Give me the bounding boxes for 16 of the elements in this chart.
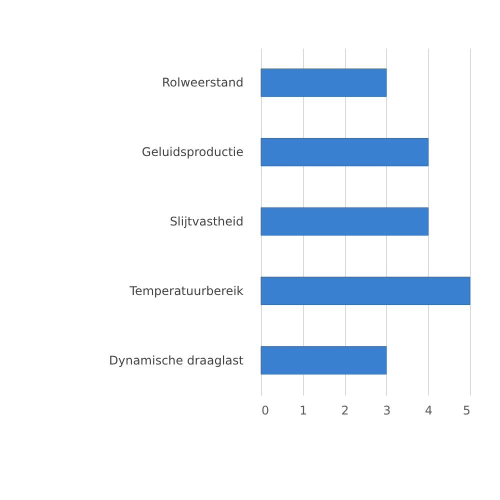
bar bbox=[260, 276, 470, 306]
x-tick-label: 2 bbox=[341, 404, 349, 418]
y-tick-label: Temperatuurbereik bbox=[128, 284, 244, 298]
y-tick-label: Rolweerstand bbox=[162, 76, 244, 90]
x-tick-label: 5 bbox=[462, 404, 470, 418]
bar bbox=[260, 207, 428, 236]
y-tick-label: Geluidsproductie bbox=[142, 145, 244, 160]
x-tick-label: 0 bbox=[262, 404, 270, 418]
x-tick-label: 1 bbox=[299, 404, 308, 418]
x-tick-label: 4 bbox=[424, 404, 433, 418]
x-tick-label: 3 bbox=[383, 404, 391, 418]
y-tick-label: Slijtvastheid bbox=[170, 214, 244, 228]
bar bbox=[260, 138, 428, 166]
y-tick-label: Dynamische draaglast bbox=[109, 353, 244, 368]
bar bbox=[260, 68, 387, 97]
bar bbox=[260, 346, 387, 374]
